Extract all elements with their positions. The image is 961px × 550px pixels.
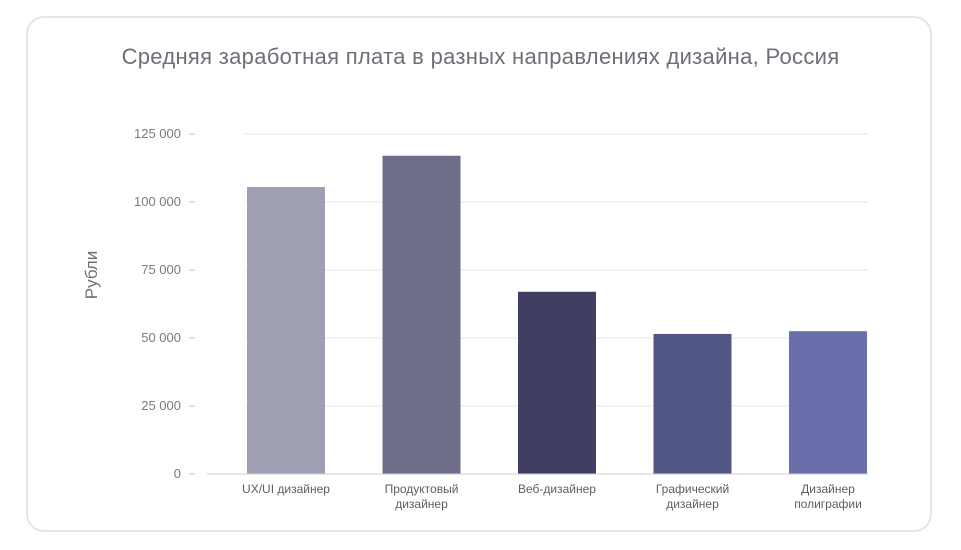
chart-title: Средняя заработная плата в разных направ…	[121, 44, 840, 69]
y-tick-label: 25 000	[141, 398, 181, 413]
bars	[247, 155, 867, 475]
bar	[653, 333, 732, 474]
bar	[789, 331, 867, 474]
x-tick-label: UX/UI дизайнер	[242, 482, 330, 496]
y-axis-ticks: 0 25 000 50 000 75 000 100 000 125 000	[134, 126, 195, 481]
y-tick-label: 0	[174, 466, 181, 481]
x-axis-ticks: UX/UI дизайнер Продуктовый дизайнер Веб-диз…	[242, 482, 862, 511]
y-tick-label: 75 000	[141, 262, 181, 277]
chart-card	[26, 16, 932, 532]
bar	[518, 291, 596, 474]
y-tick-label: 125 000	[134, 126, 181, 141]
x-tick-label: Графический дизайнер	[656, 482, 729, 511]
x-tick-label: Дизайнер полиграфии	[794, 482, 862, 511]
x-tick-label: Продуктовый дизайнер	[385, 482, 459, 511]
x-tick-label: Веб-дизайнер	[518, 482, 596, 496]
bar	[247, 187, 325, 475]
y-tick-label: 50 000	[141, 330, 181, 345]
y-tick-label: 100 000	[134, 194, 181, 209]
y-axis-label: Рубли	[82, 251, 101, 299]
bar	[382, 155, 461, 474]
